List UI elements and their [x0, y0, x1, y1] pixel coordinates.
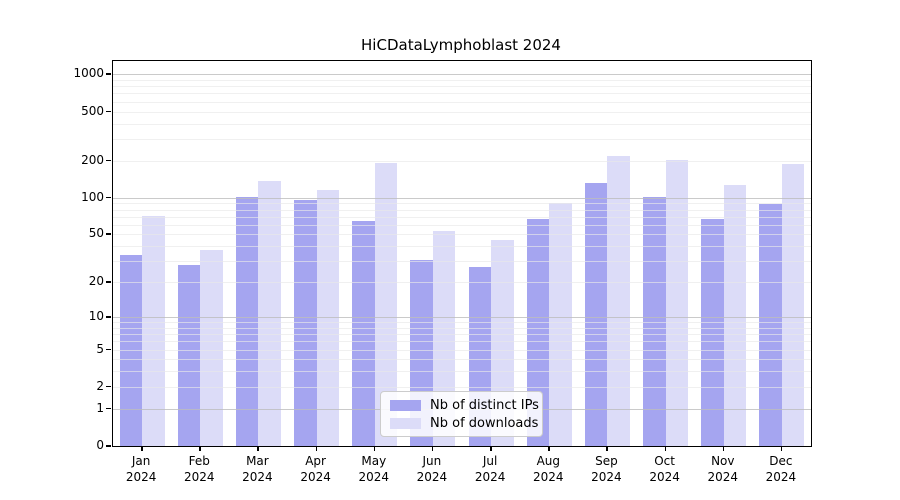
y-axis-tick	[106, 316, 111, 318]
legend-label-downloads: Nb of downloads	[430, 415, 539, 431]
x-tick-label-jul: Jul 2024	[474, 454, 506, 484]
x-tick-label-sep: Sep 2024	[591, 454, 622, 484]
bar-downloads-sep	[607, 155, 630, 446]
x-axis-tick	[199, 447, 201, 451]
y-axis-tick	[106, 159, 111, 162]
legend: Nb of distinct IPs Nb of downloads	[380, 391, 543, 437]
bars-layer	[113, 61, 811, 446]
x-axis-tick	[780, 447, 783, 451]
y-axis-tick	[106, 407, 111, 410]
bar-downloads-feb	[200, 250, 223, 446]
bar-downloads-jan	[142, 215, 165, 446]
y-axis-tick	[106, 445, 111, 447]
legend-entry-downloads: Nb of downloads	[390, 415, 538, 433]
bar-distinct-ips-aug	[526, 219, 550, 446]
x-axis-tick	[315, 447, 318, 451]
legend-entry-distinct-ips: Nb of distinct IPs	[390, 397, 539, 415]
y-tick-label: 100	[81, 189, 104, 204]
y-axis-tick	[106, 73, 111, 75]
x-tick-label-mar: Mar 2024	[242, 454, 273, 484]
y-tick-label: 1	[96, 400, 104, 415]
y-tick-label: 500	[81, 103, 104, 118]
y-tick-label: 5	[96, 341, 104, 356]
bar-distinct-ips-may	[352, 220, 375, 446]
y-tick-label: 200	[81, 152, 104, 167]
x-axis-tick	[606, 447, 608, 451]
bar-distinct-ips-feb	[177, 264, 201, 446]
legend-swatch-downloads	[390, 417, 421, 429]
y-tick-label: 2	[96, 378, 104, 393]
x-tick-label-jan: Jan 2024	[125, 454, 157, 484]
bar-distinct-ips-dec	[759, 203, 782, 446]
x-axis-tick	[431, 447, 434, 451]
y-axis-tick	[106, 348, 111, 351]
bar-downloads-aug	[549, 203, 572, 446]
x-tick-label-jun: Jun 2024	[416, 454, 448, 484]
bar-distinct-ips-nov	[701, 219, 724, 446]
x-axis-tick	[722, 447, 725, 451]
y-tick-label: 50	[88, 226, 104, 241]
x-axis-tick	[257, 447, 259, 451]
x-axis-tick	[548, 447, 550, 451]
y-axis-tick	[106, 281, 111, 283]
bar-downloads-dec	[781, 164, 805, 446]
y-axis-tick	[106, 233, 111, 235]
y-axis-tick	[106, 110, 111, 112]
x-tick-label-nov: Nov 2024	[707, 454, 739, 484]
plot-area	[112, 60, 812, 447]
x-tick-label-feb: Feb 2024	[184, 454, 215, 484]
bar-downloads-may	[374, 163, 398, 446]
bar-distinct-ips-jan	[119, 254, 143, 446]
bar-downloads-nov	[723, 184, 747, 446]
y-tick-label: 10	[88, 309, 104, 323]
chart-title: HiCDataLymphoblast 2024	[361, 36, 561, 54]
bar-downloads-oct	[665, 159, 689, 446]
bar-downloads-mar	[258, 180, 281, 446]
bar-downloads-apr	[316, 189, 340, 446]
bar-distinct-ips-apr	[294, 199, 317, 446]
x-tick-label-oct: Oct 2024	[649, 454, 680, 484]
bar-distinct-ips-oct	[643, 196, 666, 446]
legend-swatch-distinct-ips	[390, 400, 421, 412]
y-tick-label: 0	[96, 438, 104, 452]
y-axis-tick	[106, 196, 111, 199]
x-axis-tick	[490, 447, 492, 451]
x-axis-tick	[373, 447, 376, 451]
x-axis-tick	[141, 447, 143, 451]
y-tick-label: 20	[88, 274, 104, 289]
legend-label-distinct-ips: Nb of distinct IPs	[430, 398, 539, 414]
bar-distinct-ips-sep	[584, 183, 608, 446]
bar-distinct-ips-mar	[235, 197, 259, 446]
x-tick-label-aug: Aug 2024	[533, 454, 564, 484]
x-axis-tick	[664, 447, 667, 451]
y-axis-tick	[106, 385, 111, 388]
x-tick-label-may: May 2024	[358, 454, 390, 484]
x-tick-label-dec: Dec 2024	[765, 454, 797, 484]
x-tick-label-apr: Apr 2024	[300, 454, 331, 484]
y-tick-label: 1000	[73, 66, 104, 81]
